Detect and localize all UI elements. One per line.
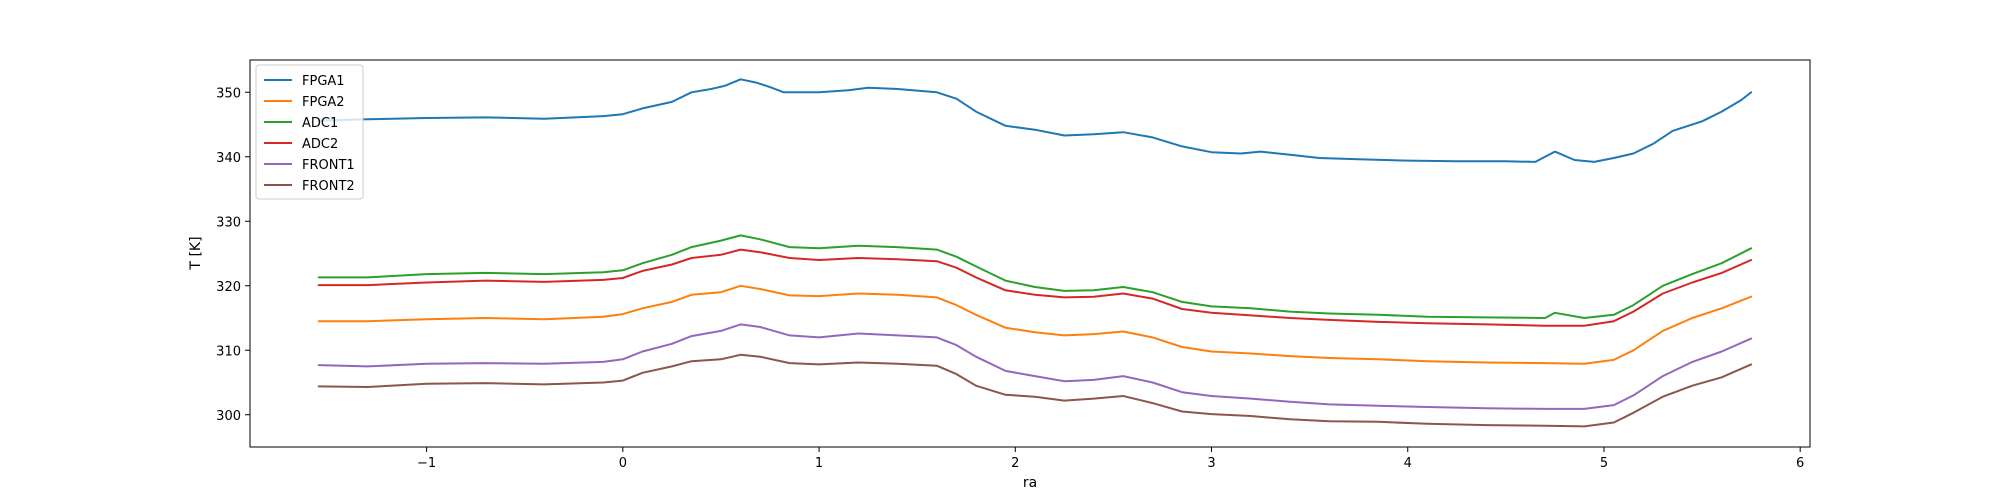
y-tick-label: 340 bbox=[216, 151, 241, 166]
legend-box bbox=[255, 64, 364, 200]
plot-frame bbox=[249, 59, 1811, 448]
x-axis-label: ra bbox=[1023, 475, 1037, 491]
legend-label-front2: FRONT2 bbox=[302, 179, 355, 194]
y-tick-label: 350 bbox=[216, 86, 241, 101]
series-layer bbox=[317, 78, 1753, 428]
x-axis: −1 0 1 2 3 4 5 6 bbox=[417, 447, 1804, 471]
legend-label-adc1: ADC1 bbox=[302, 116, 338, 131]
y-axis-label: T [K] bbox=[188, 236, 204, 270]
x-tick-label: 2 bbox=[1011, 456, 1019, 471]
y-tick-label: 330 bbox=[216, 215, 241, 230]
legend-label-adc2: ADC2 bbox=[302, 137, 338, 152]
legend-label-front1: FRONT1 bbox=[302, 158, 355, 173]
series-line-fpga1 bbox=[317, 78, 1753, 163]
legend-label-fpga1: FPGA1 bbox=[302, 74, 345, 89]
x-tick-label: 0 bbox=[619, 456, 627, 471]
series-line-front2 bbox=[317, 353, 1753, 428]
x-tick-label: 6 bbox=[1796, 456, 1804, 471]
x-tick-label: 5 bbox=[1600, 456, 1608, 471]
y-tick-label: 320 bbox=[216, 280, 241, 295]
x-tick-label: 4 bbox=[1404, 456, 1412, 471]
series-line-fpga2 bbox=[317, 284, 1753, 365]
legend: FPGA1 FPGA2 ADC1 ADC2 FRONT1 FRONT2 bbox=[255, 64, 364, 200]
x-tick-label: 1 bbox=[815, 456, 823, 471]
legend-label-fpga2: FPGA2 bbox=[302, 95, 345, 110]
series-line-front1 bbox=[317, 323, 1753, 410]
x-tick-label: 3 bbox=[1207, 456, 1215, 471]
y-tick-label: 300 bbox=[216, 409, 241, 424]
series-line-adc2 bbox=[317, 248, 1753, 327]
series-line-adc1 bbox=[317, 234, 1753, 319]
y-tick-label: 310 bbox=[216, 344, 241, 359]
y-axis: 300 310 320 330 340 350 bbox=[216, 86, 250, 424]
x-tick-label: −1 bbox=[417, 456, 436, 471]
